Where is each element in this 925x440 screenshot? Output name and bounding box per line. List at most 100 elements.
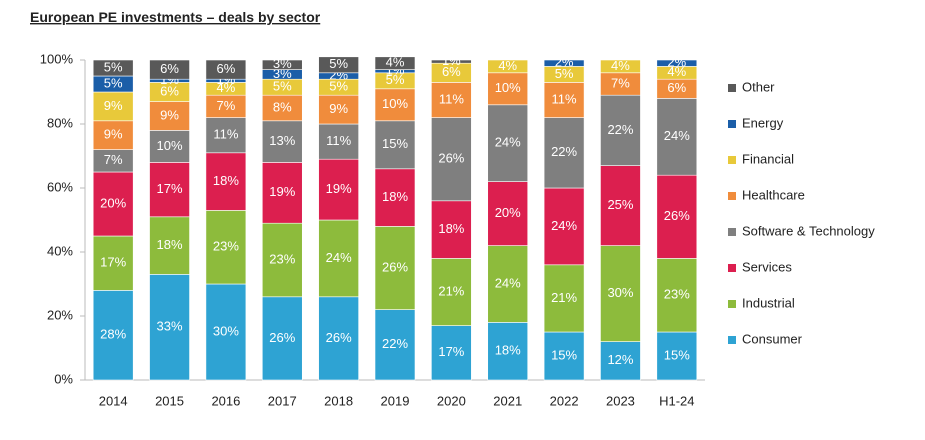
data-label: 5%	[386, 72, 405, 87]
bar-segment	[318, 296, 359, 381]
bar-segment	[543, 187, 585, 266]
data-label: 4%	[611, 58, 630, 73]
data-label: 24%	[551, 218, 577, 233]
data-label: 1%	[442, 53, 461, 68]
data-label: 17%	[157, 181, 183, 196]
data-label: 6%	[160, 61, 179, 76]
x-tick-label: 2023	[606, 393, 635, 408]
data-label: 4%	[217, 80, 236, 95]
data-label: 15%	[382, 136, 408, 151]
chart-title: European PE investments – deals by secto…	[30, 9, 321, 25]
legend-label: Services	[742, 259, 792, 274]
data-label: 5%	[329, 79, 348, 94]
data-label: 23%	[213, 239, 239, 254]
data-label: 9%	[104, 98, 123, 113]
data-label: 19%	[269, 184, 295, 199]
bar-segment	[318, 56, 359, 74]
data-label: 15%	[551, 347, 577, 362]
data-label: 20%	[495, 205, 521, 220]
bar-segment	[261, 222, 303, 298]
bar-segment	[487, 104, 529, 182]
x-tick-label: 2019	[381, 393, 410, 408]
data-label: 18%	[213, 173, 239, 188]
data-label: 6%	[217, 61, 236, 76]
data-label: 11%	[213, 127, 238, 142]
data-label: 22%	[607, 122, 633, 137]
bar-segment	[318, 123, 359, 160]
data-label: 12%	[607, 352, 633, 367]
legend-label: Software & Technology	[742, 223, 875, 238]
data-label: 4%	[498, 58, 517, 73]
data-label: 9%	[329, 101, 348, 116]
data-label: 26%	[664, 208, 690, 223]
data-label: 22%	[551, 144, 577, 159]
bar-segment	[92, 235, 134, 291]
data-label: 30%	[213, 323, 239, 338]
bar-segment	[318, 158, 359, 221]
data-label: 18%	[157, 237, 183, 252]
bar-segment	[600, 245, 641, 342]
data-label: 26%	[438, 151, 464, 166]
bar-segment	[487, 322, 529, 381]
data-label: 8%	[273, 99, 292, 114]
data-label: 6%	[667, 80, 686, 95]
y-tick-label: 40%	[47, 243, 73, 258]
bar-segment	[543, 59, 585, 67]
data-label: 21%	[438, 283, 464, 298]
data-label: 23%	[269, 251, 295, 266]
data-label: 3%	[273, 56, 292, 71]
x-tick-label: 2017	[268, 393, 297, 408]
data-label: 18%	[382, 189, 408, 204]
data-label: 5%	[273, 79, 292, 94]
bar-segment	[261, 296, 303, 381]
bar-segment	[600, 165, 641, 246]
legend-swatch	[728, 264, 736, 272]
legend-swatch	[728, 228, 736, 236]
data-label: 11%	[326, 133, 351, 148]
legend-label: Industrial	[742, 295, 795, 310]
bar-segment	[431, 325, 472, 381]
bar-segment	[149, 162, 190, 218]
y-tick-label: 0%	[54, 371, 73, 386]
data-label: 2%	[667, 55, 686, 70]
data-label: 10%	[382, 96, 408, 111]
data-label: 2%	[555, 55, 574, 70]
data-label: 17%	[100, 255, 126, 270]
bar-segment	[149, 59, 190, 80]
data-label: 21%	[551, 290, 577, 305]
bar-segment	[600, 59, 641, 74]
x-tick-label: H1-24	[659, 393, 694, 408]
data-label: 30%	[607, 285, 633, 300]
data-label: 20%	[100, 195, 126, 210]
y-tick-label: 80%	[47, 115, 73, 130]
legend-swatch	[728, 156, 736, 164]
bar-segment	[205, 59, 247, 80]
bar-segment	[149, 101, 190, 131]
data-label: 18%	[438, 221, 464, 236]
bar-segment	[543, 82, 585, 118]
bar-segment	[205, 117, 247, 154]
bar-segment	[487, 245, 529, 323]
data-label: 15%	[664, 347, 690, 362]
data-label: 11%	[439, 91, 464, 106]
bar-segment	[261, 59, 303, 70]
data-label: 19%	[326, 181, 352, 196]
bar-segment	[487, 59, 529, 74]
bar-segment	[261, 162, 303, 224]
bar-segment	[92, 120, 134, 150]
bar-segment	[656, 98, 698, 176]
data-label: 24%	[326, 250, 352, 265]
data-label: 26%	[382, 259, 408, 274]
bar-segment	[205, 210, 247, 285]
data-label: 4%	[386, 55, 405, 70]
bar-segment	[149, 130, 190, 163]
data-label: 5%	[329, 56, 348, 71]
data-label: 9%	[160, 107, 179, 122]
x-tick-label: 2021	[493, 393, 522, 408]
bar-segment	[431, 59, 472, 64]
bar-segment	[374, 226, 416, 310]
legend-label: Healthcare	[742, 187, 805, 202]
bar-segment	[205, 152, 247, 211]
data-label: 5%	[104, 75, 123, 90]
legend-swatch	[728, 84, 736, 92]
